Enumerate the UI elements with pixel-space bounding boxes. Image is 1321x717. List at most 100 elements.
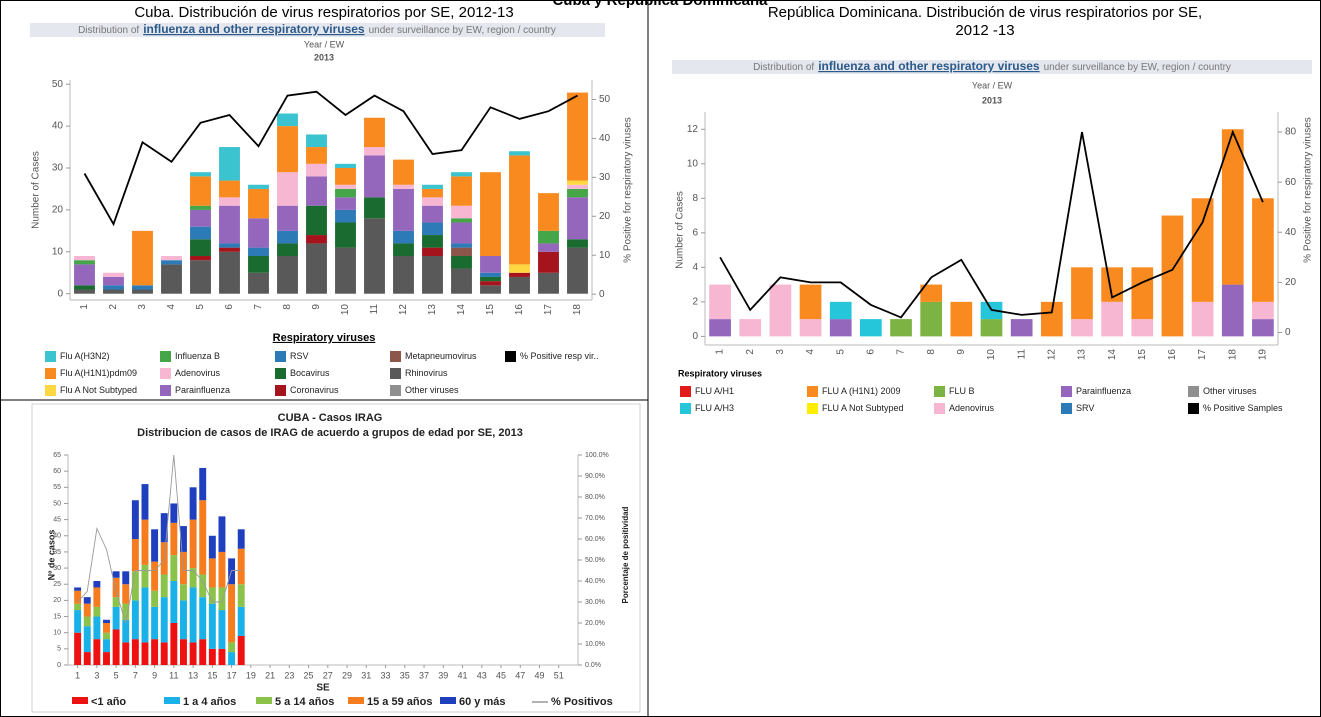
bar-segment bbox=[306, 163, 327, 177]
y2-tick-label: 100.0% bbox=[585, 452, 609, 459]
bar-segment bbox=[480, 281, 501, 286]
legend-label: FLU A (H1N1) 2009 bbox=[822, 386, 901, 396]
bar-segment bbox=[190, 209, 211, 227]
legend-label: SRV bbox=[1076, 403, 1094, 413]
legend-label: FLU A/H1 bbox=[695, 386, 734, 396]
bar-segment bbox=[160, 597, 168, 643]
bar-segment bbox=[451, 176, 472, 206]
bar-segment bbox=[219, 180, 240, 198]
bar-segment bbox=[103, 619, 110, 623]
x-tick-label: 41 bbox=[458, 670, 468, 680]
year-label: 2013 bbox=[314, 52, 334, 62]
x-tick-label: 4 bbox=[166, 304, 177, 310]
subtitle-part: under surveillance by EW, region / count… bbox=[369, 25, 556, 36]
bar-segment bbox=[180, 584, 187, 601]
x-tick-label: 16 bbox=[1167, 349, 1178, 361]
y-tick-label: 4 bbox=[692, 262, 698, 273]
bar-segment bbox=[141, 519, 149, 565]
bar-segment bbox=[112, 571, 120, 578]
x-axis-title: SE bbox=[316, 683, 330, 694]
bar-segment bbox=[74, 632, 82, 665]
bar-segment bbox=[228, 584, 236, 643]
y-tick-label: 50 bbox=[52, 79, 64, 90]
bar-segment bbox=[248, 188, 269, 219]
bar-segment bbox=[335, 168, 356, 185]
bar-segment bbox=[199, 639, 207, 665]
legend-swatch bbox=[45, 385, 56, 396]
bar-segment bbox=[170, 522, 178, 556]
x-tick-label: 19 bbox=[1258, 349, 1269, 361]
bar-segment bbox=[335, 184, 356, 189]
y2-axis-title: Porcentaje de positividad bbox=[621, 506, 630, 603]
bar-segment bbox=[1071, 319, 1093, 337]
bar-segment bbox=[93, 581, 101, 588]
bar-segment bbox=[480, 276, 501, 282]
bar-segment bbox=[170, 555, 178, 581]
y-tick-label: 35 bbox=[53, 549, 61, 556]
subtitle-band bbox=[30, 23, 605, 37]
bar-segment bbox=[93, 639, 101, 665]
legend-title: Respiratory viruses bbox=[678, 368, 762, 378]
legend-swatch bbox=[505, 351, 516, 362]
y-tick-label: 10 bbox=[52, 246, 64, 257]
bar-segment bbox=[277, 126, 298, 173]
legend-swatch bbox=[45, 351, 56, 362]
bar-segment bbox=[277, 205, 298, 231]
x-tick-label: 15 bbox=[485, 304, 496, 316]
bar-segment bbox=[131, 600, 139, 640]
x-tick-label: 31 bbox=[361, 670, 371, 680]
chart-frame bbox=[31, 403, 641, 713]
x-tick-label: 3 bbox=[94, 670, 99, 680]
y2-tick-label: 80.0% bbox=[585, 494, 605, 501]
y-axis-title: Number of Cases bbox=[31, 151, 42, 229]
bar-segment bbox=[1252, 198, 1274, 302]
bar-segment bbox=[335, 209, 356, 223]
bar-segment bbox=[422, 205, 443, 223]
bar-segment bbox=[93, 616, 101, 640]
bar-segment bbox=[306, 243, 327, 294]
bar-segment bbox=[920, 284, 943, 302]
bar-segment bbox=[74, 256, 95, 261]
y2-tick-label: 0.0% bbox=[585, 662, 601, 669]
bar-segment bbox=[103, 272, 124, 277]
x-tick-label: 5 bbox=[195, 304, 206, 310]
x-tick-label: 1 bbox=[79, 304, 90, 310]
bar-segment bbox=[335, 197, 356, 210]
bar-segment bbox=[1040, 301, 1063, 337]
bar-segment bbox=[208, 558, 216, 588]
bar-segment bbox=[112, 606, 120, 630]
legend-label: Parainfluenza bbox=[1076, 386, 1131, 396]
bar-segment bbox=[190, 205, 211, 210]
legend-swatch bbox=[256, 697, 272, 704]
legend-swatch bbox=[440, 697, 456, 704]
bar-segment bbox=[306, 205, 327, 236]
bar-segment bbox=[190, 226, 211, 240]
x-tick-label: 9 bbox=[152, 670, 157, 680]
bar-segment bbox=[189, 642, 197, 665]
legend-label: RSV bbox=[290, 351, 309, 361]
bar-segment bbox=[277, 113, 298, 127]
y2-tick-label: 20.0% bbox=[585, 620, 605, 627]
bar-segment bbox=[451, 256, 472, 269]
bar-segment bbox=[160, 574, 168, 598]
y2-tick-label: 10 bbox=[599, 250, 611, 261]
bar-segment bbox=[422, 235, 443, 248]
legend-swatch bbox=[680, 386, 691, 397]
y-tick-label: 60 bbox=[53, 468, 61, 475]
y-tick-label: 5 bbox=[57, 646, 61, 653]
bar-segment bbox=[190, 172, 211, 177]
bar-segment bbox=[1252, 319, 1274, 337]
legend-title: Respiratory viruses bbox=[273, 332, 376, 344]
x-tick-label: 21 bbox=[265, 670, 275, 680]
bar-segment bbox=[422, 188, 443, 198]
y-tick-label: 0 bbox=[57, 662, 61, 669]
bar-segment bbox=[538, 230, 559, 244]
x-tick-label: 29 bbox=[342, 670, 352, 680]
y-tick-label: 15 bbox=[53, 613, 61, 620]
bar-segment bbox=[1071, 267, 1093, 320]
bar-segment bbox=[141, 587, 149, 643]
bar-segment bbox=[151, 561, 159, 591]
y-tick-label: 10 bbox=[53, 630, 61, 637]
y-tick-label: 40 bbox=[52, 121, 64, 132]
legend-swatch bbox=[807, 386, 818, 397]
